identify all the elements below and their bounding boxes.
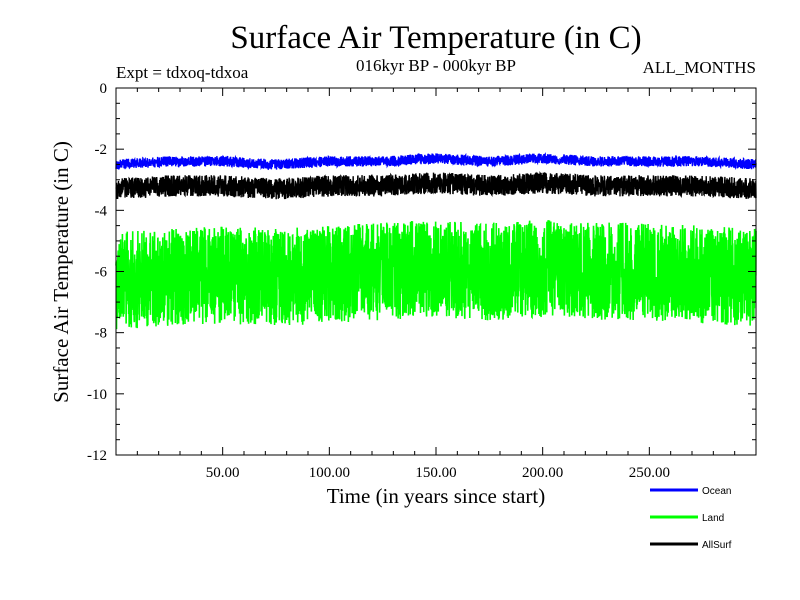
y-tick-label: -2 <box>95 142 108 158</box>
y-tick-label: 0 <box>100 81 108 97</box>
chart-subtitle: 016kyr BP - 000kyr BP <box>356 56 516 75</box>
x-tick-label: 200.00 <box>522 465 563 481</box>
legend-label-land: Land <box>702 513 724 524</box>
x-tick-label: 150.00 <box>415 465 456 481</box>
y-tick-label: -12 <box>87 448 107 464</box>
y-axis-label: Surface Air Temperature (in C) <box>49 141 73 403</box>
legend-label-ocean: Ocean <box>702 486 731 497</box>
period-label: ALL_MONTHS <box>643 58 756 77</box>
series-line-allsurf <box>115 171 757 200</box>
chart-title: Surface Air Temperature (in C) <box>230 20 641 56</box>
plot-area <box>115 152 757 330</box>
axes: 0 -2 -4 -6 -8 -10 -12 50.00 100.00 150.00 200.00 25… <box>87 81 757 481</box>
x-tick-label: 100.00 <box>309 465 350 481</box>
y-tick-label: -6 <box>95 265 108 281</box>
x-tick-label: 250.00 <box>629 465 670 481</box>
legend: Ocean Land AllSurf <box>650 486 732 551</box>
x-axis-label: Time (in years since start) <box>327 484 546 508</box>
experiment-label: Expt = tdxoq-tdxoa <box>116 63 249 82</box>
series-line-land <box>115 220 757 330</box>
y-tick-label: -8 <box>95 326 108 342</box>
series-line-ocean <box>115 152 757 171</box>
x-tick-label: 50.00 <box>206 465 240 481</box>
y-tick-label: -4 <box>95 203 108 219</box>
y-tick-label: -10 <box>87 387 107 403</box>
legend-label-allsurf: AllSurf <box>702 540 732 551</box>
